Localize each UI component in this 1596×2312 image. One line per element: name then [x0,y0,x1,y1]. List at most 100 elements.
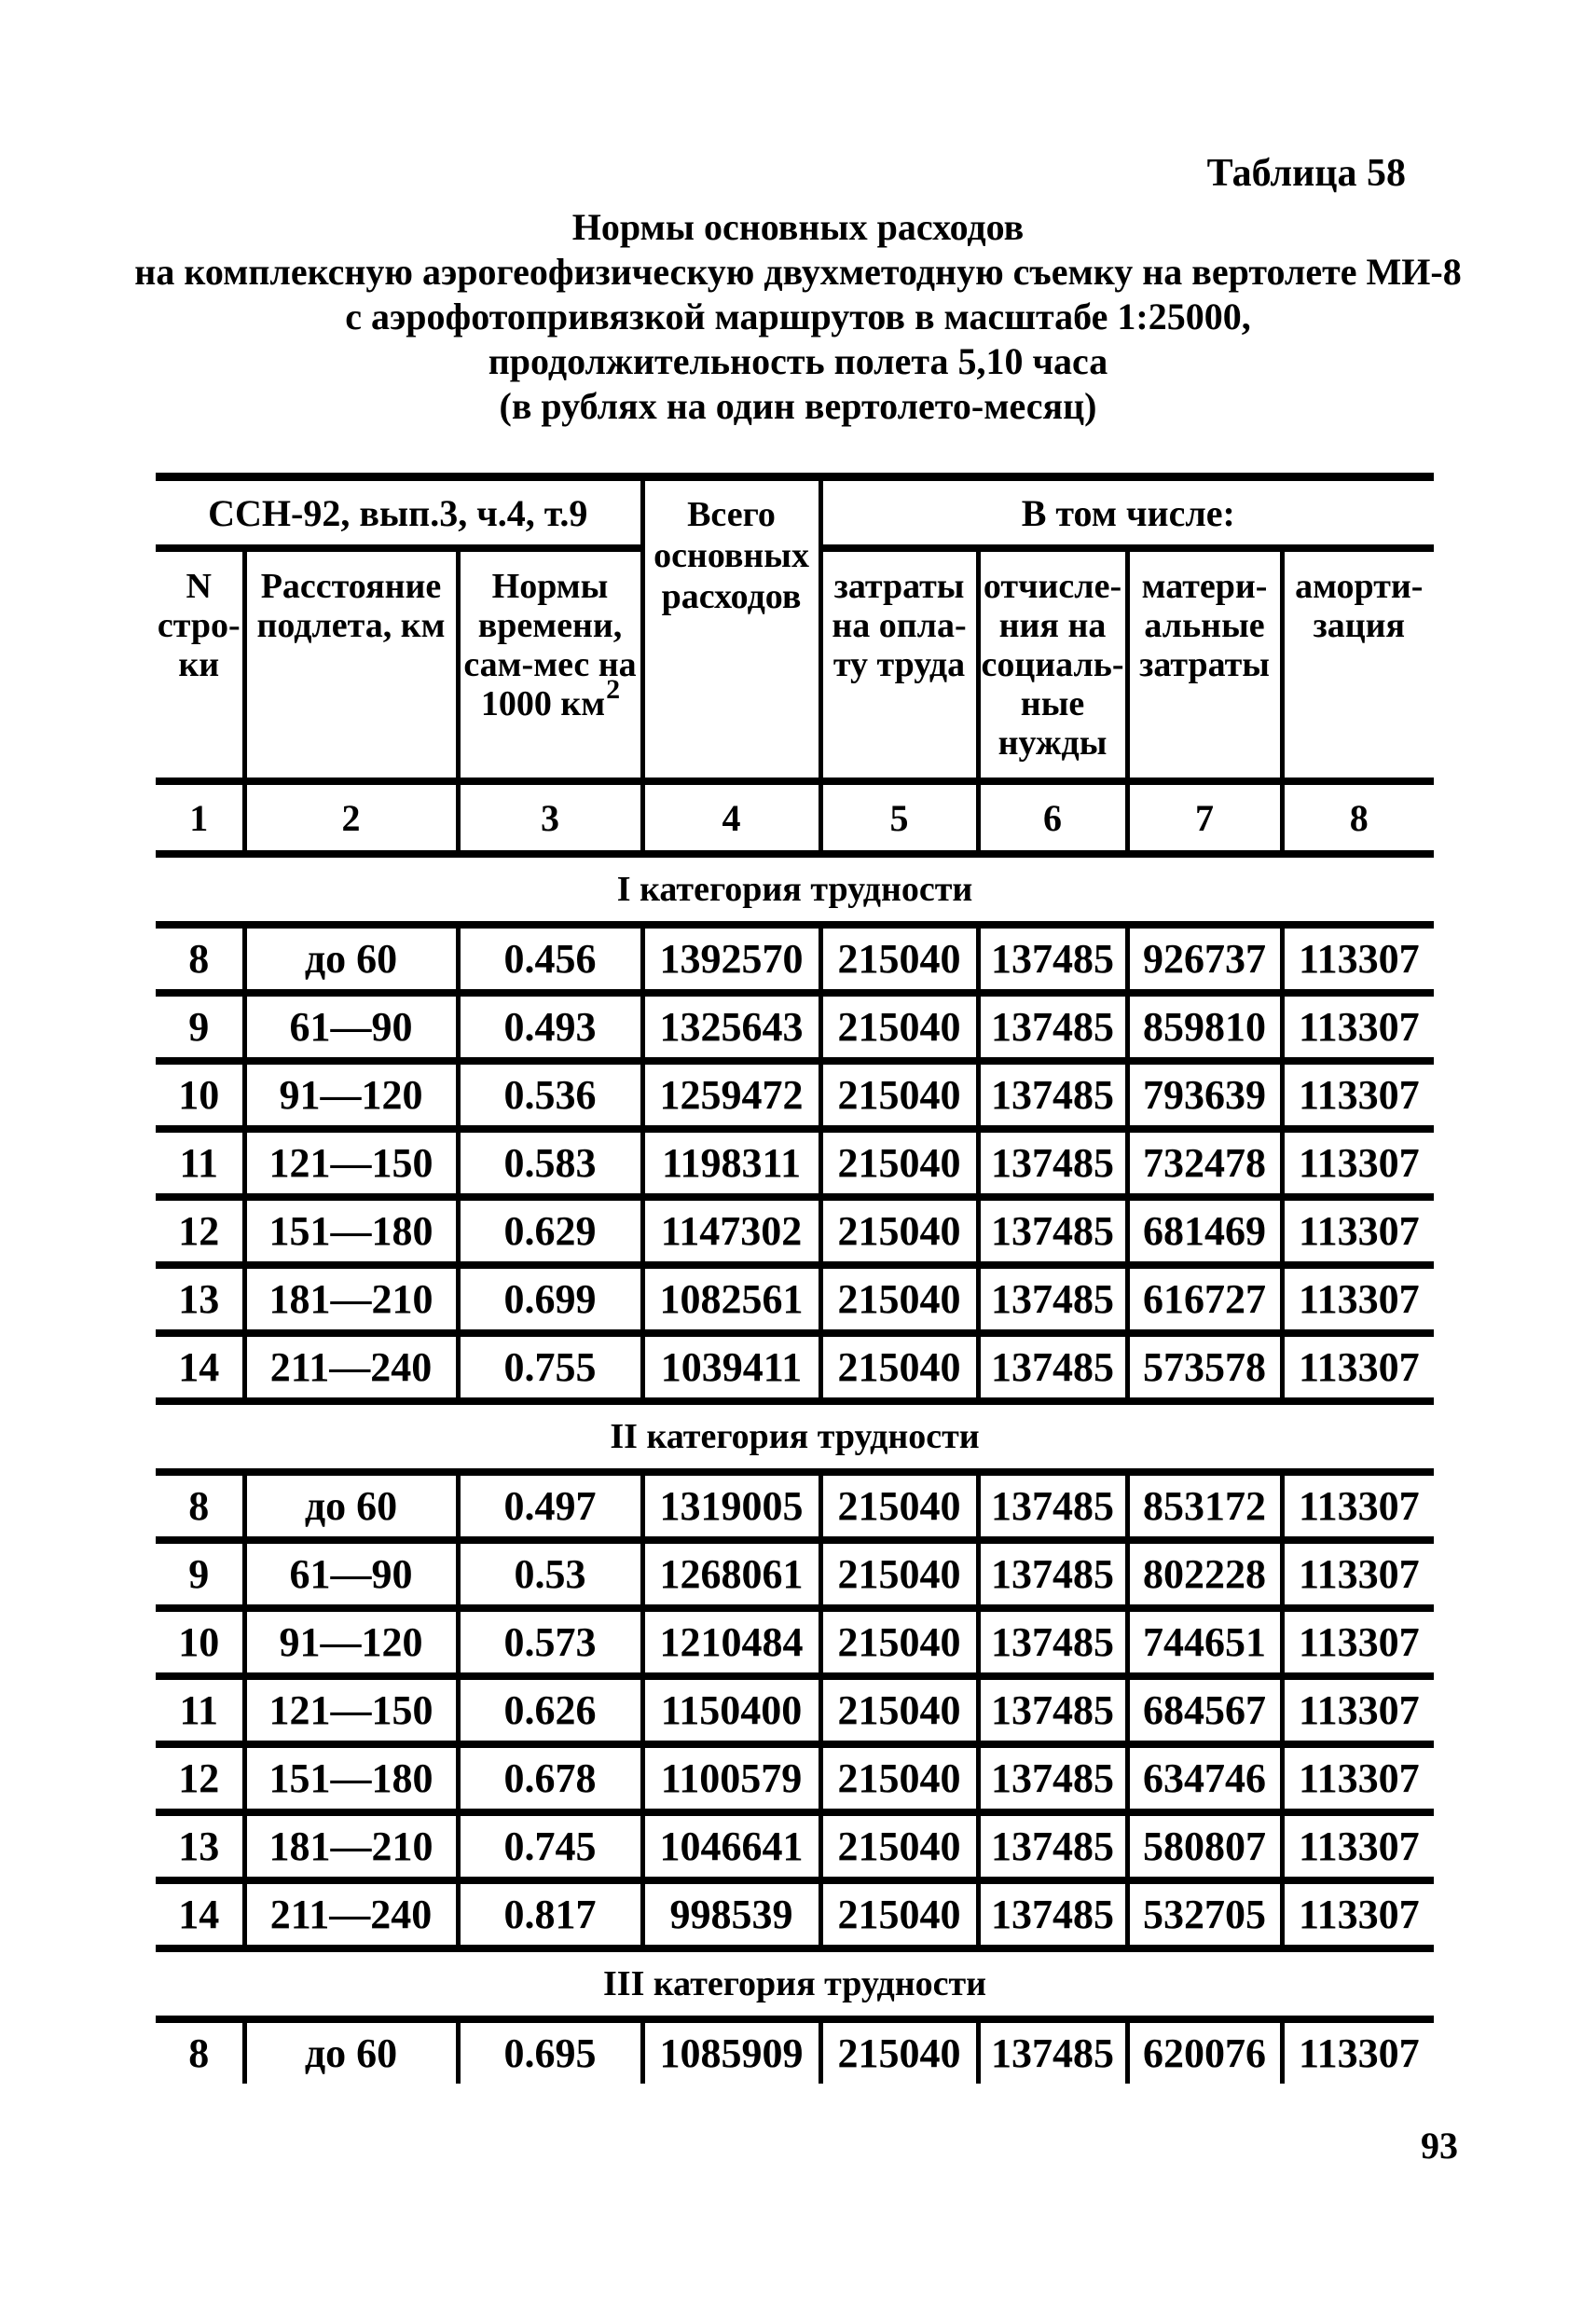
header-sub-row: N стро- ки Расстояние подлета, км Нормы … [156,548,1435,785]
cell: 13 [156,1812,247,1884]
cell: 12 [156,1744,247,1816]
cell: 1325643 [640,993,823,1065]
cell: 151—180 [241,1744,461,1816]
table-row: 12 151—180 0.678 1100579 215040 137485 634746 1… [156,1744,1435,1816]
cell: 137485 [975,925,1130,997]
table-number-label: Таблица 58 [1206,152,1406,195]
cell: 1100579 [640,1744,823,1816]
table-row: 14 211—240 0.755 1039411 215040 137485 573578 1… [156,1333,1435,1405]
cell: 11 [156,1129,247,1201]
cell: до 60 [241,1472,461,1544]
cell: 113307 [1279,1540,1435,1612]
cell: 0.699 [455,1265,645,1337]
cell: 681469 [1124,1197,1285,1269]
cell: 137485 [975,1880,1130,1952]
header-group-row: ССН-92, вып.3, ч.4, т.9 Всего основных р… [156,473,1435,785]
cell: 0.745 [455,1812,645,1884]
header-text: затраты на опла- ту труда [832,567,967,684]
cell: 215040 [818,993,981,1065]
table-row: 13 181—210 0.745 1046641 215040 137485 580807 1… [156,1812,1435,1884]
cell: 573578 [1124,1333,1285,1405]
cell: 0.626 [455,1676,645,1748]
header-text: Нормы времени, сам-мес на 1000 км [463,567,637,723]
cell: 1039411 [640,1333,823,1405]
cell: 11 [156,1676,247,1748]
column-number: 2 [241,781,461,858]
cell: 1210484 [640,1608,823,1680]
cell: 0.493 [455,993,645,1065]
cell: 113307 [1279,1812,1435,1884]
section-row: II категория трудности [156,1401,1435,1476]
cell: до 60 [241,2019,461,2084]
cell: 12 [156,1197,247,1269]
cell: 14 [156,1333,247,1405]
cell: 215040 [818,1129,981,1201]
table-row: 8 до 60 0.695 1085909 215040 137485 620076 1133… [156,2019,1435,2084]
cell: 0.817 [455,1880,645,1952]
header-col-amortization: аморти- зация [1279,548,1435,785]
cell: 620076 [1124,2019,1285,2084]
cell: 137485 [975,1061,1130,1133]
header-col-total-expenses: Всего основных расходов [640,473,823,785]
cell: 121—150 [241,1676,461,1748]
norms-table: ССН-92, вып.3, ч.4, т.9 Всего основных р… [156,473,1435,2084]
cell: 0.695 [455,2019,645,2084]
header-col-social-deductions: отчисле- ния на социаль- ные нужды [975,548,1130,785]
column-number: 4 [640,781,823,858]
cell: 859810 [1124,993,1285,1065]
cell: 1082561 [640,1265,823,1337]
cell: 1085909 [640,2019,823,2084]
title-line-4: продолжительность полета 5,10 часа [488,340,1108,382]
cell: 113307 [1279,1197,1435,1269]
cell: 215040 [818,1061,981,1133]
column-number: 1 [156,781,247,858]
table-row: 12 151—180 0.629 1147302 215040 137485 681469 1… [156,1197,1435,1269]
cell: 0.583 [455,1129,645,1201]
cell: 0.456 [455,925,645,997]
cell: 137485 [975,1540,1130,1612]
title-line-5: (в рублях на один вертолето-месяц) [499,385,1097,427]
table-row: 11 121—150 0.626 1150400 215040 137485 684567 1… [156,1676,1435,1748]
header-text: аморти- зация [1295,567,1424,645]
table-row: 10 91—120 0.573 1210484 215040 137485 744651 11… [156,1608,1435,1680]
cell: 8 [156,2019,247,2084]
cell: 211—240 [241,1333,461,1405]
cell: 9 [156,1540,247,1612]
cell: 137485 [975,1333,1130,1405]
section-title: II категория трудности [156,1401,1435,1476]
cell: 137485 [975,1129,1130,1201]
cell: 1259472 [640,1061,823,1133]
cell: 998539 [640,1880,823,1952]
header-col-line-number: N стро- ки [156,548,247,785]
cell: 61—90 [241,1540,461,1612]
column-numbers-row: 1 2 3 4 5 6 7 8 [156,781,1435,858]
cell: 215040 [818,1676,981,1748]
cell: 151—180 [241,1197,461,1269]
cell: 9 [156,993,247,1065]
cell: 91—120 [241,1061,461,1133]
cell: 215040 [818,1880,981,1952]
cell: 1147302 [640,1197,823,1269]
cell: 8 [156,1472,247,1544]
cell: 10 [156,1608,247,1680]
header-text: N стро- ки [157,567,241,684]
cell: 732478 [1124,1129,1285,1201]
cell: 1198311 [640,1129,823,1201]
header-group-including: В том числе: [818,473,1435,552]
cell: 113307 [1279,2019,1435,2084]
cell: 113307 [1279,1333,1435,1405]
cell: 137485 [975,993,1130,1065]
section-row: III категория трудности [156,1948,1435,2023]
cell: 853172 [1124,1472,1285,1544]
header-col-labor-costs: затраты на опла- ту труда [818,548,981,785]
cell: 13 [156,1265,247,1337]
cell: 215040 [818,925,981,997]
cell: 137485 [975,2019,1130,2084]
cell: 532705 [1124,1880,1285,1952]
header-text: Расстояние подлета, км [256,567,446,645]
table-row: 14 211—240 0.817 998539 215040 137485 532705 11… [156,1880,1435,1952]
table-body: I категория трудности 8 до 60 0.456 1392570 2… [156,854,1435,2084]
title-line-3: с аэрофотопривязкой маршрутов в масштабе… [345,296,1251,337]
cell: 113307 [1279,1472,1435,1544]
